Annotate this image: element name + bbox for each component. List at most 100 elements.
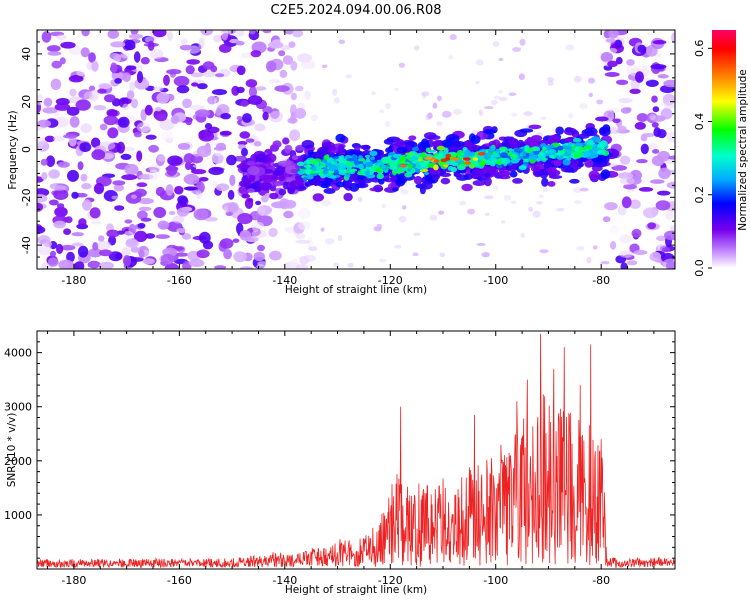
spectrogram-cell [600,261,610,265]
spectrogram-cell [547,148,557,155]
spectrogram-cell [215,108,223,117]
spectrogram-cell [449,34,457,41]
spectrogram-cell [607,60,618,67]
spectrogram-cell [69,88,77,97]
spectrogram-cell [110,71,126,81]
spectrogram-cell [663,79,675,88]
spectrogram-cell [358,163,364,170]
spectrogram-cell [98,83,112,90]
x-tick-label: -160 [167,574,192,587]
spectrogram-cell [37,235,51,245]
spectrogram-cell [53,135,65,142]
spectrogram-cell [573,153,580,159]
spectrogram-cell [332,156,339,160]
spectrogram-cell [159,118,175,131]
spectrogram-cell [574,200,582,205]
spectrogram-cell [277,160,292,166]
spectrogram-cell [297,221,311,231]
spectrogram-cell [441,110,452,118]
y-tick-label: 0 [20,146,33,153]
spectrogram-cell [519,128,534,133]
spectrogram-cell [424,171,429,176]
colorbar-label: Normalized spectral amplitude [737,69,749,230]
spectrogram-cell [310,158,317,165]
spectrogram-cell [51,185,67,191]
spectrogram-cell [619,155,631,165]
spectrogram-cell [333,262,340,268]
spectrogram-cell [459,200,467,206]
spectrogram-cell [59,57,66,65]
spectrogram-cell [257,205,266,216]
spectrogram-cell [56,203,65,209]
spectrogram-cell [604,72,620,77]
spectrogram-cell [148,169,159,181]
spectrogram-cell [56,34,67,40]
y-tick-label: 3000 [4,401,32,414]
spectrogram-cell [433,164,439,171]
spectrogram-cell [640,143,649,155]
spectrogram-cell [499,146,508,152]
snr-panel: -180 -160 -140 -120 -100 -801000200030004000 … [4,330,676,596]
spectrogram-cell [438,210,445,215]
spectrogram-cell [185,65,195,75]
spectrogram-cell [110,62,118,74]
spectrogram-cell [37,119,52,128]
spectrogram-cell [166,164,178,176]
spectrogram-cell [239,266,254,269]
spectrogram-cell [99,141,116,151]
spectrogram-cell [125,239,139,248]
spectrogram-cell [268,227,278,238]
spectrogram-cell [619,176,635,186]
spectrogram-cell [421,138,429,148]
spectrogram-cell [661,247,671,253]
spectrogram-cell [215,142,227,150]
spectrogram-cell [385,103,391,109]
spectrogram-cell [576,246,585,251]
spectrogram-cell [627,260,638,266]
spectrogram-cell [470,135,481,145]
spectrogram-cell [138,206,152,211]
spectrogram-cell [462,157,471,161]
spectrogram-cell [398,215,407,223]
spectrogram-cell [122,103,129,111]
spectrogram-cell [262,174,273,183]
spectrogram-cell [657,129,667,139]
spectrogram-cell [547,80,554,86]
spectrogram-cell [287,117,298,124]
spectrogram-cell [425,147,431,153]
spectrogram-axes: -180 -160 -140 -120 -100 -80 -40 -20 0 20 40 [20,30,675,287]
spectrogram-cell [484,159,492,166]
spectrogram-cell [259,182,273,191]
spectrogram-cell [369,150,378,157]
spectrogram-cell [133,131,142,138]
spectrogram-cell [588,77,595,84]
spectrogram-cell [411,146,420,152]
spectrogram-cell [56,243,64,254]
spectrogram-frame [36,29,676,270]
spectrogram-cell [497,90,504,94]
spectrogram-cell [60,41,76,49]
spectrogram-cell [124,163,139,176]
spectrogram-cell [177,195,188,205]
spectrogram-cell [193,208,209,221]
spectrogram-cell [46,45,61,52]
spectrogram-cell [492,41,500,47]
spectrogram-cell [137,222,146,229]
spectrogram-cell [666,131,675,143]
spectrogram-cell [445,153,452,158]
spectrogram-cell [652,40,667,45]
spectrogram-cell [532,210,541,218]
spectrogram-cell [181,233,192,240]
spectrogram-cell [49,250,57,257]
spectrogram-cell [542,187,548,193]
spectrogram-cell [148,144,160,153]
spectrogram-cell [157,154,166,162]
spectrogram-cell [398,62,406,68]
spectrogram-cell [232,238,240,243]
spectrogram-cell [596,99,604,105]
spectrogram-cell [321,64,328,69]
spectrogram-cell [495,163,503,169]
colorbar-ticks: 0.0 0.2 0.4 0.6 [693,40,712,277]
spectrogram-cell [655,200,671,211]
spectrogram-cell [76,68,86,77]
